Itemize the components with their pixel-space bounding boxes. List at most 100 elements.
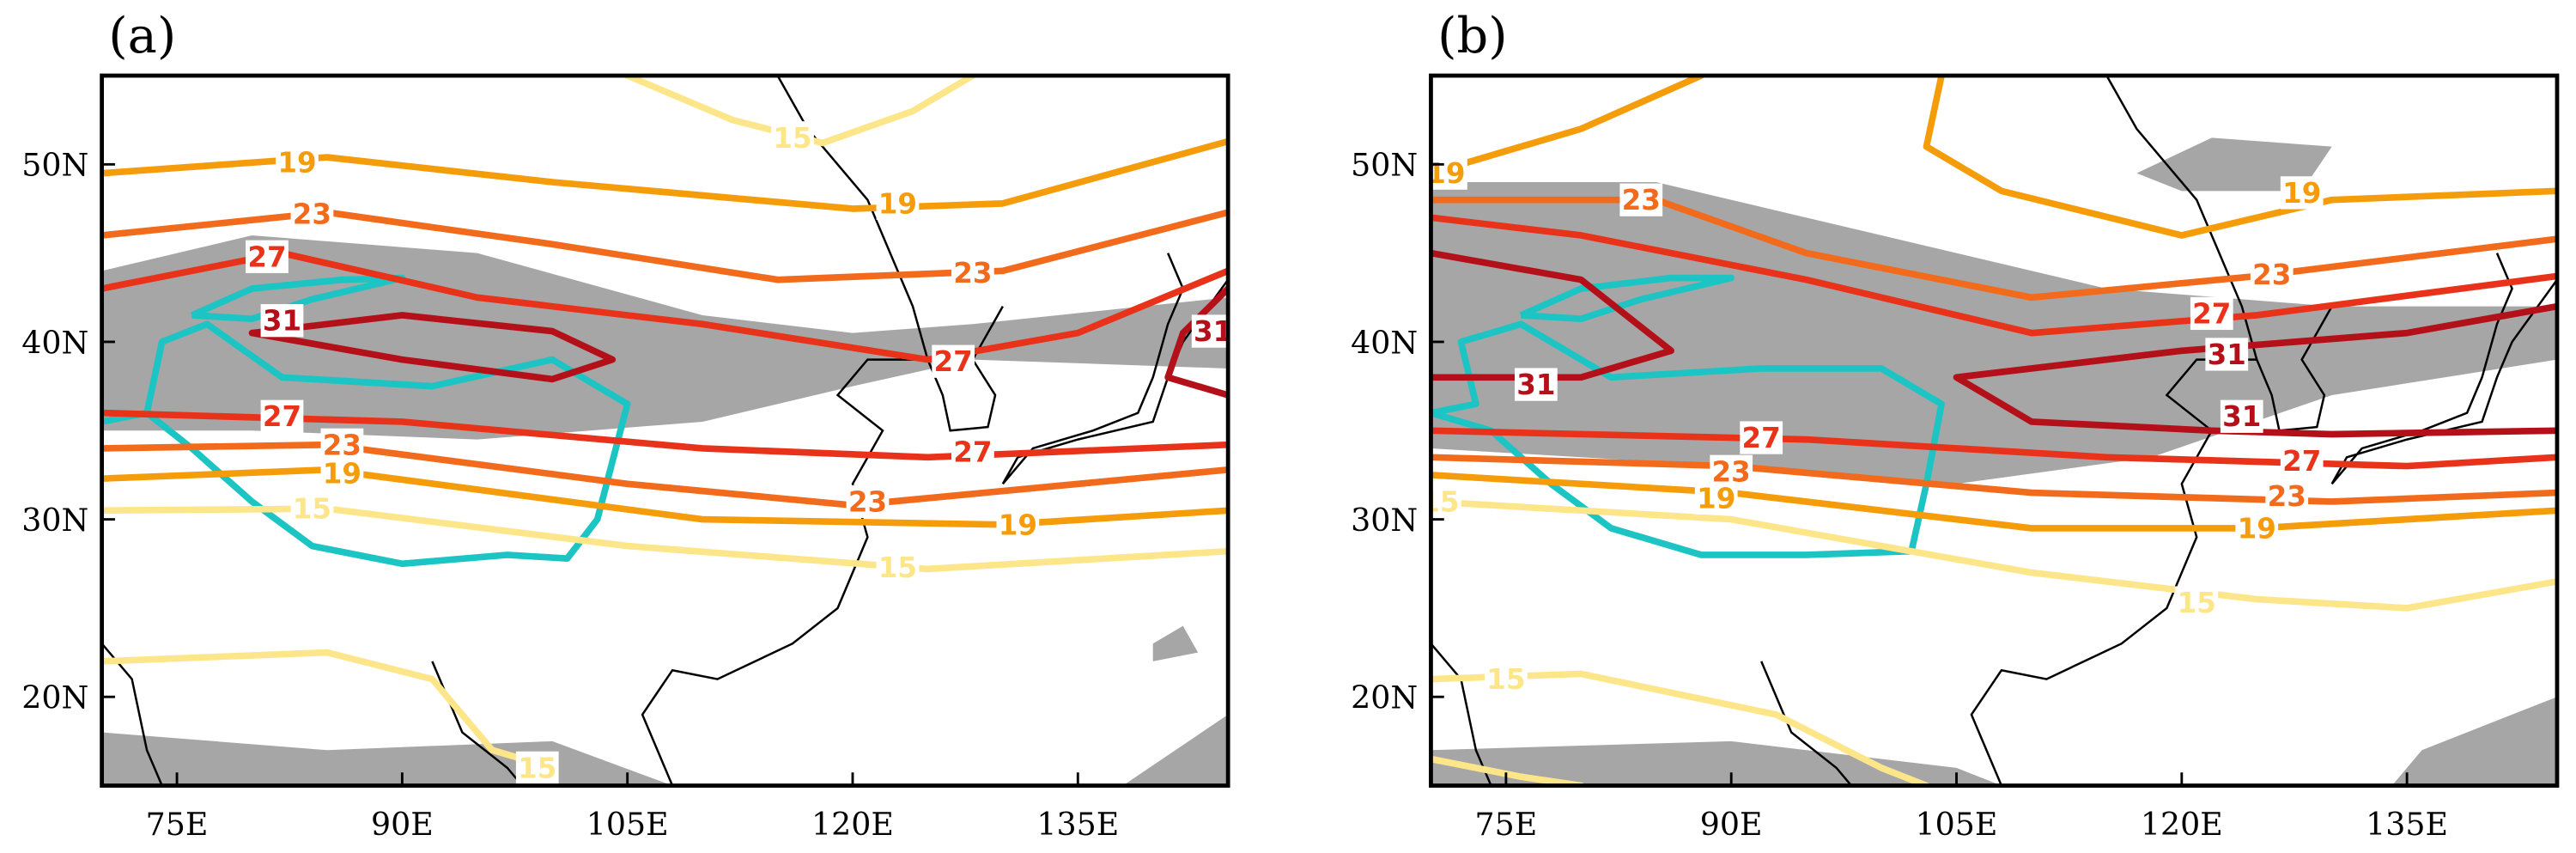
contour-label: 27: [263, 400, 301, 433]
region-outline: [101, 320, 631, 568]
coastline: [1760, 661, 1853, 786]
contour-label-bg: [2175, 586, 2219, 619]
y-tick-label: 40N: [21, 324, 88, 361]
contour-label: 31: [2222, 400, 2261, 433]
contour-label-bg: [320, 456, 364, 490]
contour-label: 23: [323, 429, 361, 461]
contour-label: 31: [263, 305, 301, 338]
contour-label: 15: [518, 752, 556, 784]
contour-line: [1431, 214, 2557, 337]
contour-label-bg: [996, 508, 1040, 541]
contour-label: 23: [953, 257, 992, 289]
contour-label-bg: [876, 551, 920, 584]
y-tick-label: 50N: [1351, 147, 1418, 184]
contour-label-bg: [771, 121, 814, 155]
contour-line: [1431, 427, 2557, 470]
contour-label: 23: [293, 198, 331, 231]
contour-label: 19: [2238, 512, 2276, 545]
contour-label-bg: [1485, 662, 1528, 696]
shading: [1122, 714, 1229, 786]
region-outline: [1519, 274, 1735, 323]
coastline: [1001, 253, 1229, 485]
contour-label: 27: [2192, 297, 2231, 330]
contour-line: [1431, 76, 1705, 177]
contour-label-bg: [1431, 484, 1461, 519]
x-tick-label: 90E: [1700, 806, 1763, 843]
x-tick-label: 105E: [586, 806, 669, 843]
contour-line: [1431, 498, 2557, 612]
contour-label-bg: [290, 198, 334, 231]
contour-label-bg: [1740, 421, 1783, 454]
shading: [1152, 625, 1199, 661]
contour-line: [1923, 76, 2557, 239]
contour-label: 15: [878, 551, 917, 584]
contour-label-bg: [2280, 176, 2324, 210]
contour-label-bg: [290, 492, 334, 526]
contour-label: 27: [953, 436, 992, 469]
contour-label-bg: [1431, 156, 1467, 190]
y-tick-label: 30N: [21, 502, 88, 539]
contour-label-bg: [260, 399, 304, 433]
x-tick-label: 135E: [1036, 806, 1119, 843]
y-tick-label: 20N: [21, 679, 88, 716]
contour-label: 19: [1426, 157, 1465, 190]
contour-line: [1431, 755, 1585, 786]
contour-label: 19: [277, 147, 316, 180]
contour-line: [1431, 472, 2557, 532]
frame: [100, 73, 1230, 788]
contour-label: 23: [848, 485, 887, 518]
contour-label-bg: [2250, 258, 2293, 291]
x-tick-label: 120E: [2141, 806, 2223, 843]
contour-label-bg: [1191, 314, 1229, 348]
contour-label: 27: [1742, 422, 1781, 454]
contour-label: 31: [1194, 315, 1232, 348]
contour-label-bg: [320, 428, 364, 461]
contour-label: 19: [2282, 177, 2321, 210]
x-tick-label: 120E: [811, 806, 894, 843]
contour-label-bg: [1619, 183, 1663, 216]
y-tick-label: 50N: [21, 147, 88, 184]
contour-label-bg: [276, 146, 319, 180]
contour-label-bg: [2205, 338, 2249, 371]
contour-label: 27: [247, 241, 286, 273]
contour-label: 23: [1622, 184, 1661, 216]
contour-label: 19: [323, 457, 361, 490]
contour-label: 27: [2282, 445, 2321, 478]
contour-label: 23: [2252, 259, 2291, 291]
x-tick-label: 135E: [2366, 806, 2448, 843]
contour-line: [101, 137, 1229, 212]
contour-label-bg: [932, 344, 975, 378]
contour-label: 15: [2178, 587, 2216, 619]
contour-label: 31: [1516, 369, 1555, 401]
contour-label: 31: [2208, 338, 2246, 371]
contour-label-bg: [876, 186, 920, 220]
shading: [101, 732, 673, 786]
contour-label-bg: [1694, 481, 1738, 515]
contour-label-bg: [951, 256, 994, 289]
contour-label-bg: [2280, 444, 2324, 478]
contour-line: [623, 76, 976, 147]
contour-line: [1431, 454, 2557, 505]
coastline: [2256, 306, 2333, 432]
contour-label: 19: [999, 509, 1037, 541]
contour-label-bg: [260, 304, 304, 338]
contour-label: 15: [1420, 485, 1459, 518]
contour-label-bg: [951, 435, 994, 469]
contour-line: [101, 649, 556, 771]
contour-label-bg: [515, 751, 559, 785]
shading: [2391, 697, 2557, 786]
contour-label: 27: [934, 345, 973, 378]
contour-label-bg: [246, 240, 289, 273]
frame: [1429, 73, 2560, 788]
x-tick-label: 75E: [146, 806, 209, 843]
contour-label: 19: [1697, 482, 1735, 515]
contour-line: [1164, 285, 1229, 399]
contour-line: [101, 209, 1229, 283]
shading: [1431, 740, 2002, 786]
panel-label: (a): [108, 7, 176, 64]
contour-label: 15: [773, 122, 811, 155]
contour-label-bg: [2220, 399, 2263, 433]
